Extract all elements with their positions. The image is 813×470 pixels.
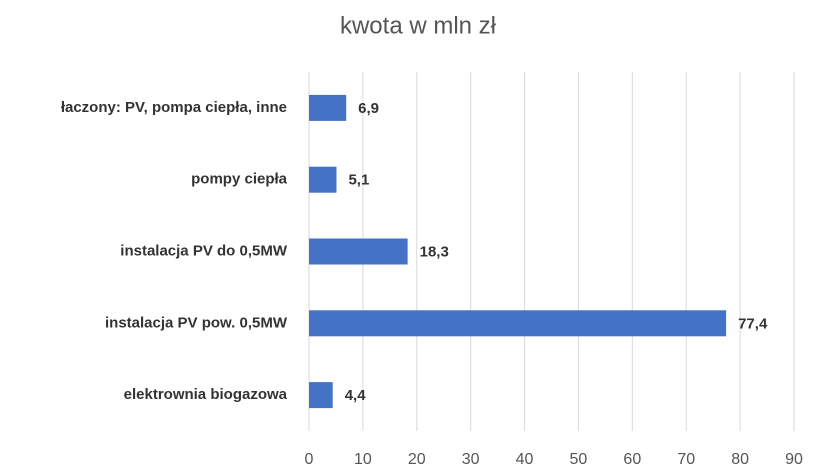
x-tick-label: 30: [462, 451, 480, 468]
y-tick-label: pompy ciepła: [191, 171, 288, 188]
data-label: 4,4: [345, 387, 367, 404]
y-tick-label: elektrownia biogazowa: [124, 386, 288, 403]
x-tick-label: 50: [570, 451, 588, 468]
x-tick-label: 80: [731, 451, 749, 468]
data-label: 6,9: [358, 100, 379, 117]
y-tick-label: instalacja PV do 0,5MW: [120, 242, 288, 259]
bar: [309, 238, 408, 265]
x-tick-label: 70: [677, 451, 695, 468]
x-tick-label: 90: [785, 451, 803, 468]
y-tick-label: łaczony: PV, pompa ciepła, inne: [61, 99, 287, 116]
x-tick-label: 60: [623, 451, 641, 468]
bar: [309, 310, 727, 337]
bar: [309, 166, 337, 193]
y-tick-label: instalacja PV pow. 0,5MW: [105, 314, 288, 331]
bar: [309, 382, 333, 409]
x-tick-label: 20: [408, 451, 426, 468]
data-label: 77,4: [738, 315, 768, 332]
data-label: 18,3: [420, 243, 449, 260]
chart-title: kwota w mln zł: [340, 12, 497, 39]
x-tick-label: 40: [516, 451, 534, 468]
x-tick-label: 0: [305, 451, 314, 468]
bar: [309, 94, 347, 121]
data-label: 5,1: [348, 172, 369, 189]
x-tick-label: 10: [354, 451, 372, 468]
